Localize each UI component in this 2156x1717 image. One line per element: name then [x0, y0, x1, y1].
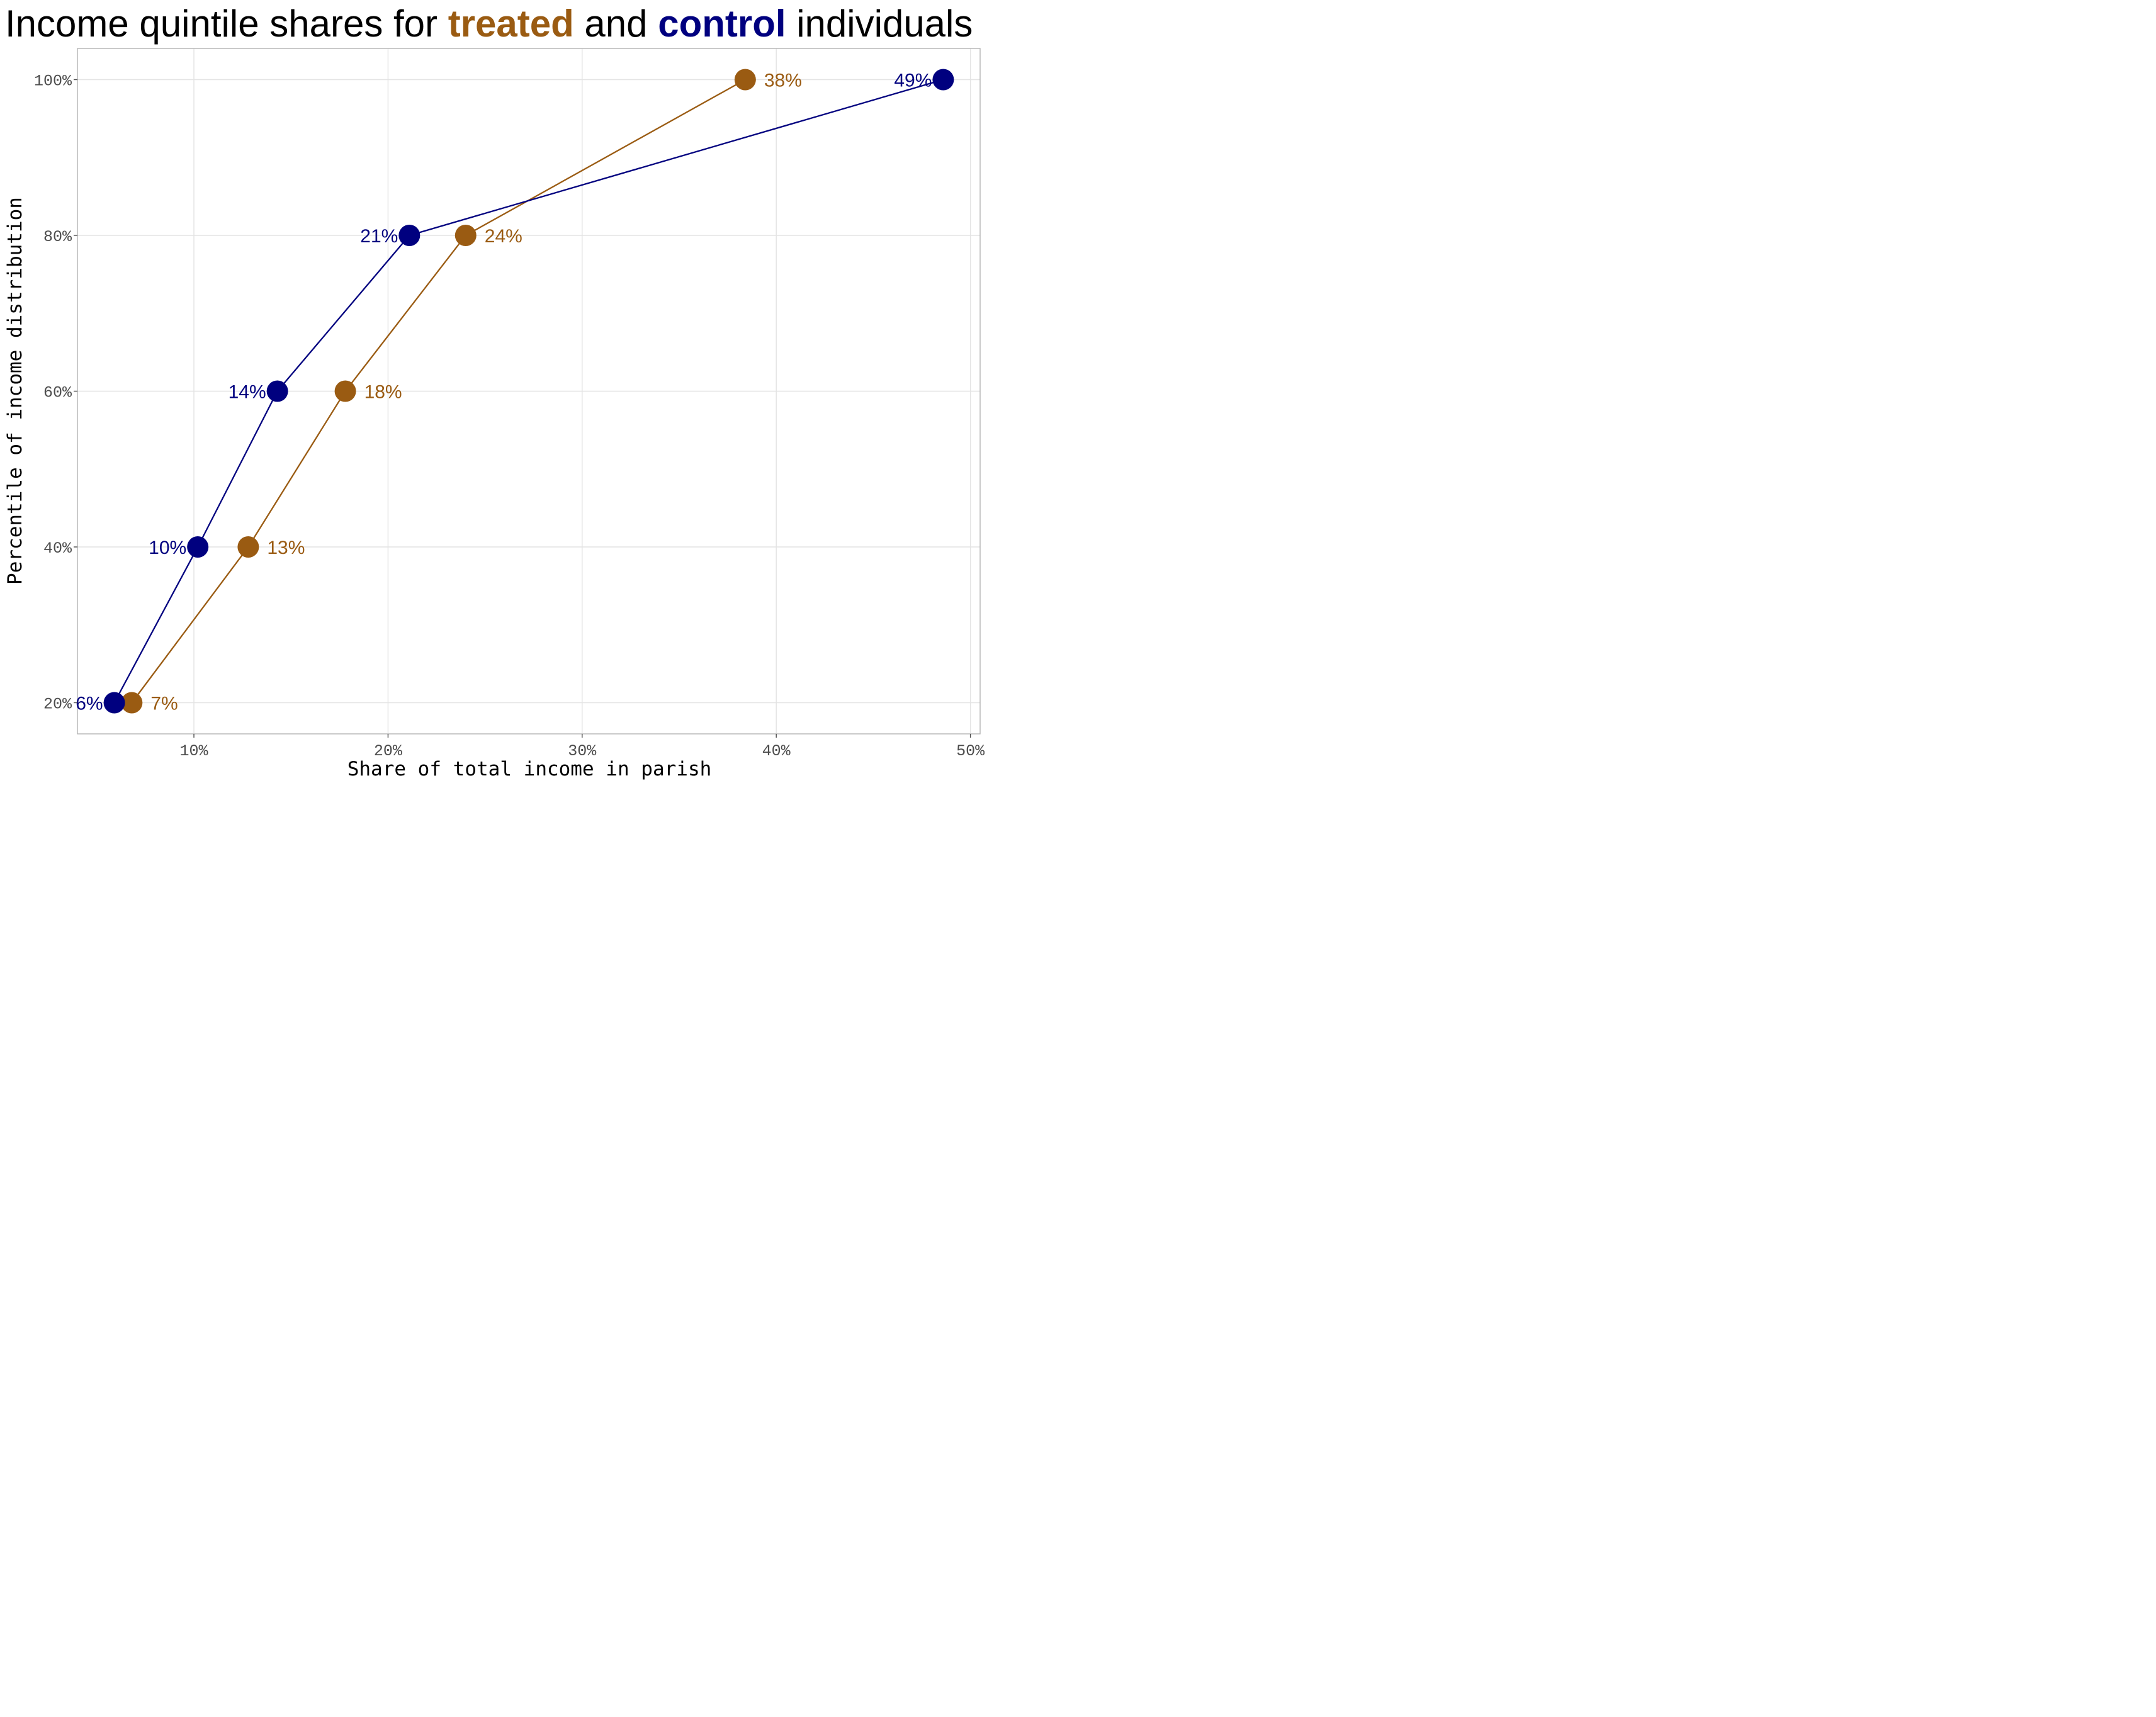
y-tick-label: 80% — [43, 228, 72, 246]
point-treated — [454, 225, 477, 246]
point-control — [266, 380, 288, 402]
data-label-treated: 38% — [764, 70, 802, 91]
data-label-treated: 13% — [267, 538, 305, 558]
point-treated — [734, 69, 756, 91]
y-axis-ticks: 20% 40% 60% 80% 100% — [34, 72, 77, 714]
data-label-control: 10% — [149, 538, 186, 558]
title-control-word: control — [658, 3, 786, 45]
y-tick-label: 60% — [43, 384, 72, 402]
point-control — [103, 692, 125, 714]
x-tick-label: 10% — [180, 742, 209, 760]
data-label-treated: 7% — [150, 694, 178, 714]
y-tick-label: 20% — [43, 695, 72, 714]
data-label-control: 14% — [229, 382, 266, 403]
x-axis-ticks: 10% 20% 30% 40% 50% — [180, 734, 985, 760]
data-label-control: 6% — [76, 694, 103, 714]
data-label-control: 49% — [894, 70, 932, 91]
title-middle: and — [574, 3, 658, 45]
title-prefix: Income quintile shares for — [5, 3, 448, 45]
point-treated — [237, 536, 259, 558]
chart-title: Income quintile shares for treated and c… — [5, 3, 973, 45]
data-label-treated: 18% — [364, 382, 402, 403]
point-treated — [334, 380, 356, 402]
point-control — [398, 225, 420, 246]
x-tick-label: 40% — [762, 742, 791, 760]
title-treated-word: treated — [448, 3, 574, 45]
y-axis-title: Percentile of income distribution — [4, 197, 26, 585]
x-tick-label: 50% — [956, 742, 985, 760]
y-tick-label: 100% — [34, 72, 72, 91]
x-tick-label: 30% — [568, 742, 597, 760]
data-series: 7% 13% 18% 24% 38% 6% 10% 14% 21% 49% — [76, 69, 954, 714]
x-tick-label: 20% — [374, 742, 403, 760]
point-treated — [121, 692, 143, 714]
point-control — [187, 536, 209, 558]
data-label-treated: 24% — [485, 226, 522, 247]
title-suffix: individuals — [786, 3, 973, 45]
grid-lines — [77, 48, 980, 734]
data-label-control: 21% — [360, 226, 398, 247]
chart-canvas: Income quintile shares for treated and c… — [4, 3, 985, 780]
y-tick-label: 40% — [43, 539, 72, 558]
x-axis-title: Share of total income in parish — [347, 758, 712, 780]
point-control — [932, 69, 954, 91]
